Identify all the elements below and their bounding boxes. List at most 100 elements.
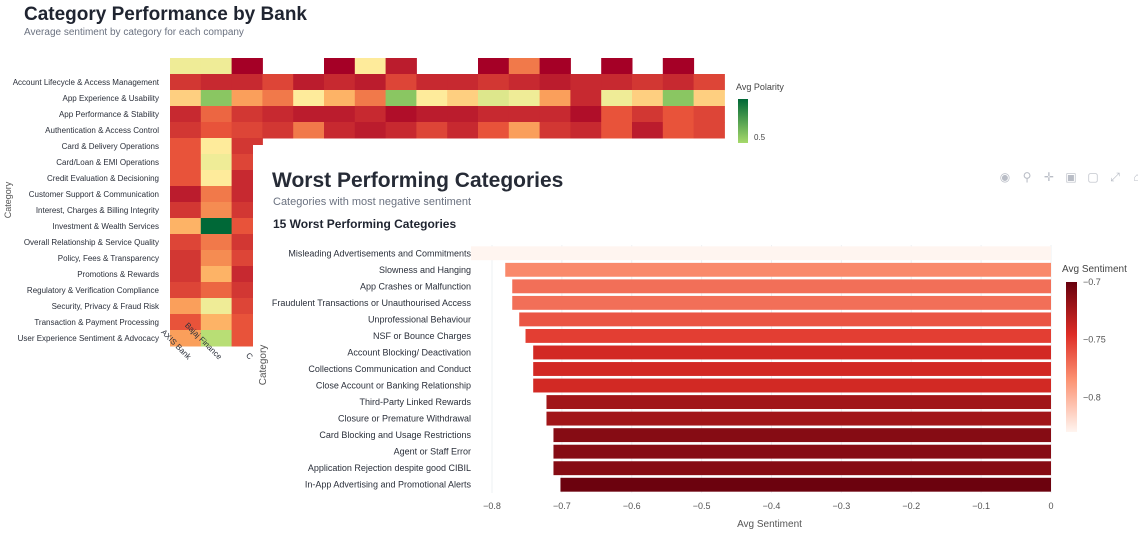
worst-bar-chart: 15 Worst Performing Categories −0.8 −0.7 −0… (258, 217, 1127, 530)
home-icon[interactable]: ⌂ (1133, 170, 1138, 184)
bar-category-label: Close Account or Banking Relationship (316, 381, 471, 391)
heatmap-cell (200, 138, 233, 155)
heatmap-cell (231, 58, 263, 74)
heatmap-cell (416, 74, 448, 91)
camera-icon[interactable]: ◉ (999, 170, 1011, 184)
pan-icon[interactable]: ✛ (1043, 170, 1055, 184)
x-tick-label: −0.7 (553, 501, 571, 511)
x-tick-label: −0.2 (902, 501, 920, 511)
heatmap-cell (601, 90, 633, 107)
x-tick-label: −0.6 (623, 501, 641, 511)
x-tick-label: −0.4 (763, 501, 781, 511)
heatmap-row-label: Credit Evaluation & Decisioning (47, 174, 159, 183)
bar (546, 411, 1051, 426)
heatmap-cell (385, 90, 417, 107)
heatmap-cell (200, 58, 233, 74)
zoom-icon[interactable]: ⚲ (1022, 170, 1032, 184)
heatmap-cell (508, 122, 541, 139)
heatmap-row-label: Customer Support & Communication (29, 190, 159, 199)
bar-category-label: Misleading Advertisements and Commitment… (288, 248, 471, 258)
heatmap-cell (200, 122, 233, 139)
worst-chart-title: Worst Performing Categories (272, 169, 564, 192)
sentiment-colorbar (1066, 282, 1077, 432)
heatmap-row-label: Security, Privacy & Fraud Risk (52, 302, 160, 311)
bar (512, 279, 1051, 294)
heatmap-cell (478, 58, 510, 74)
heatmap-cell (385, 122, 417, 139)
bar (525, 328, 1051, 343)
heatmap-cell (170, 298, 202, 315)
zoom-in-icon[interactable]: ▣ (1065, 170, 1077, 184)
heatmap-cell (262, 106, 294, 123)
heatmap-row-label: Regulatory & Verification Compliance (27, 286, 160, 295)
heatmap-cell (324, 106, 356, 123)
heatmap-row-label: App Experience & Usability (63, 94, 160, 103)
heatmap-cell (447, 122, 479, 139)
heatmap-cell (570, 106, 602, 123)
zoom-out-icon[interactable]: ▢ (1087, 170, 1099, 184)
bar (471, 246, 1051, 261)
heatmap-cell (200, 314, 233, 331)
heatmap-cell (539, 122, 571, 139)
heatmap-cell (200, 298, 233, 315)
sentiment-colorbar-title: Avg Sentiment (1062, 264, 1127, 275)
heatmap-cell (662, 58, 695, 74)
heatmap-row-label: Authentication & Access Control (45, 126, 159, 135)
heatmap-cell (170, 74, 202, 91)
heatmap-cell (200, 282, 233, 299)
heatmap-cell (262, 74, 294, 91)
heatmap-row-label: Card/Loan & EMI Operations (56, 158, 159, 167)
heatmap-cell (200, 90, 233, 107)
heatmap-cell (416, 122, 448, 139)
heatmap-cell (662, 122, 695, 139)
heatmap-cell (354, 74, 387, 91)
heatmap-cell (447, 74, 479, 91)
bar (519, 312, 1051, 327)
bar-category-label: Closure or Premature Withdrawal (338, 414, 471, 424)
bar-category-label: Third-Party Linked Rewards (359, 397, 471, 407)
heatmap-cell (170, 122, 202, 139)
heatmap-cell (170, 266, 202, 283)
heatmap-cell (170, 202, 202, 219)
heatmap-cell (170, 170, 202, 187)
heatmap-cell (231, 90, 263, 107)
heatmap-cell (200, 170, 233, 187)
bar-category-label: Account Blocking/ Deactivation (347, 347, 471, 357)
heatmap-cell (262, 90, 294, 107)
heatmap-cell (447, 106, 479, 123)
heatmap-row-label: Policy, Fees & Transparency (58, 254, 159, 263)
heatmap-cell (539, 58, 571, 74)
heatmap-cell (693, 74, 725, 91)
heatmap-cell (508, 74, 541, 91)
x-tick-label: −0.5 (693, 501, 711, 511)
heatmap-cell (200, 234, 233, 251)
heatmap-cell (693, 122, 725, 139)
heatmap-y-axis-title: Category (3, 181, 13, 218)
heatmap-row-label: Card & Delivery Operations (62, 142, 159, 151)
heatmap-cell (354, 106, 387, 123)
bar (553, 461, 1051, 476)
heatmap-cell (170, 218, 202, 235)
heatmap-cell (416, 106, 448, 123)
bar-category-label: Agent or Staff Error (394, 447, 471, 457)
bar (533, 378, 1051, 393)
heatmap-cell (170, 186, 202, 203)
heatmap-cell (231, 122, 263, 139)
heatmap-cell (385, 106, 417, 123)
heatmap-cell (570, 74, 602, 91)
heatmap-cell (601, 58, 633, 74)
heatmap-colorbar-title: Avg Polarity (736, 82, 784, 92)
heatmap-cell (478, 90, 510, 107)
heatmap-cell (662, 106, 695, 123)
bar (553, 444, 1051, 459)
sentiment-colorbar-tick: −0.75 (1083, 335, 1106, 345)
bar-category-label: Application Rejection despite good CIBIL (308, 463, 471, 473)
heatmap-cell (508, 58, 541, 74)
x-tick-label: −0.8 (483, 501, 501, 511)
heatmap-subtitle: Average sentiment by category for each c… (24, 27, 244, 38)
heatmap-cell (385, 58, 417, 74)
sentiment-colorbar-tick: −0.7 (1083, 277, 1101, 287)
heatmap-cell (447, 90, 479, 107)
autoscale-icon[interactable]: ⤢ (1110, 170, 1120, 184)
heatmap-cell (170, 250, 202, 267)
